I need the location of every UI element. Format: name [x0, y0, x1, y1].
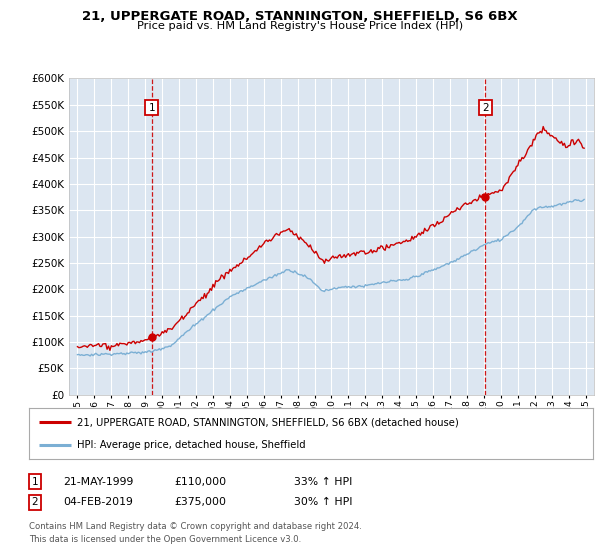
- Text: 1: 1: [148, 102, 155, 113]
- Text: Price paid vs. HM Land Registry's House Price Index (HPI): Price paid vs. HM Land Registry's House …: [137, 21, 463, 31]
- Text: 21, UPPERGATE ROAD, STANNINGTON, SHEFFIELD, S6 6BX (detached house): 21, UPPERGATE ROAD, STANNINGTON, SHEFFIE…: [77, 417, 458, 427]
- Text: 33% ↑ HPI: 33% ↑ HPI: [294, 477, 352, 487]
- Text: 04-FEB-2019: 04-FEB-2019: [63, 497, 133, 507]
- Text: 21-MAY-1999: 21-MAY-1999: [63, 477, 133, 487]
- Text: 2: 2: [31, 497, 38, 507]
- Text: Contains HM Land Registry data © Crown copyright and database right 2024.
This d: Contains HM Land Registry data © Crown c…: [29, 522, 362, 544]
- Text: 1: 1: [31, 477, 38, 487]
- Text: £375,000: £375,000: [174, 497, 226, 507]
- Text: £110,000: £110,000: [174, 477, 226, 487]
- Text: 30% ↑ HPI: 30% ↑ HPI: [294, 497, 353, 507]
- Text: HPI: Average price, detached house, Sheffield: HPI: Average price, detached house, Shef…: [77, 440, 305, 450]
- Text: 2: 2: [482, 102, 489, 113]
- Text: 21, UPPERGATE ROAD, STANNINGTON, SHEFFIELD, S6 6BX: 21, UPPERGATE ROAD, STANNINGTON, SHEFFIE…: [82, 10, 518, 23]
